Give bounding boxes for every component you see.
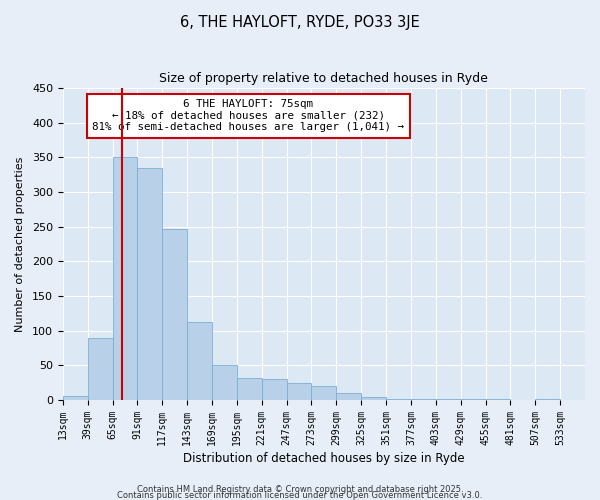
Text: 6 THE HAYLOFT: 75sqm
← 18% of detached houses are smaller (232)
81% of semi-deta: 6 THE HAYLOFT: 75sqm ← 18% of detached h… (92, 99, 404, 132)
Bar (212, 366, 237, 400)
Bar (187, 322, 212, 400)
Bar (63, 396, 88, 400)
X-axis label: Distribution of detached houses by size in Ryde: Distribution of detached houses by size … (183, 452, 465, 465)
Bar (361, 396, 386, 400)
Bar (337, 393, 361, 400)
Title: Size of property relative to detached houses in Ryde: Size of property relative to detached ho… (160, 72, 488, 86)
Bar (311, 386, 337, 400)
Bar (262, 380, 287, 400)
Bar (88, 338, 113, 400)
Text: Contains public sector information licensed under the Open Government Licence v3: Contains public sector information licen… (118, 492, 482, 500)
Bar (411, 398, 436, 400)
Text: Contains HM Land Registry data © Crown copyright and database right 2025.: Contains HM Land Registry data © Crown c… (137, 484, 463, 494)
Bar (237, 378, 262, 400)
Bar (137, 168, 162, 400)
Bar (386, 398, 411, 400)
Bar (287, 382, 311, 400)
Bar (113, 158, 137, 400)
Text: 6, THE HAYLOFT, RYDE, PO33 3JE: 6, THE HAYLOFT, RYDE, PO33 3JE (180, 15, 420, 30)
Bar (162, 229, 187, 400)
Y-axis label: Number of detached properties: Number of detached properties (15, 156, 25, 332)
